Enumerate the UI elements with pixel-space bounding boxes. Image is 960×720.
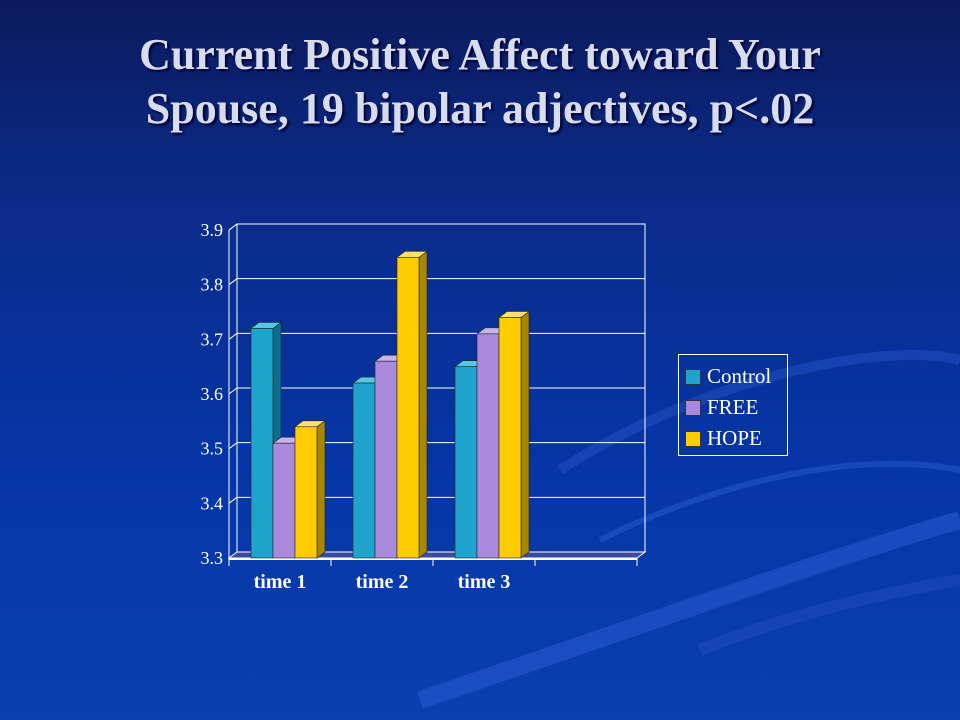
y-tick-label: 3.5 xyxy=(201,439,224,459)
y-tick-label: 3.6 xyxy=(201,384,224,404)
bar-free-time-1 xyxy=(272,442,296,559)
legend-label-control: Control xyxy=(707,364,772,388)
gridline-depth xyxy=(228,278,238,286)
gridline-depth xyxy=(228,496,238,504)
y-tick-label: 3.3 xyxy=(201,548,224,568)
bar-control-time-1 xyxy=(250,328,274,559)
y-tick-label: 3.4 xyxy=(201,493,224,513)
x-category-label: time 1 xyxy=(254,571,307,593)
x-category-label: time 2 xyxy=(356,571,409,593)
gridline-depth xyxy=(228,332,238,340)
bar-hope-time-3 xyxy=(498,317,522,559)
legend-item-control: Control xyxy=(685,361,787,392)
legend-item-free: FREE xyxy=(685,392,787,423)
bar-control-time-3 xyxy=(454,366,478,559)
bar-hope-time-1 xyxy=(294,426,318,559)
bar-control-time-2 xyxy=(352,382,376,559)
slide-title: Current Positive Affect toward Your Spou… xyxy=(40,28,920,136)
legend-label-hope: HOPE xyxy=(707,426,762,450)
x-category-label: time 3 xyxy=(458,571,511,593)
bar-side xyxy=(418,250,428,559)
slide-title-line-2: Spouse, 19 bipolar adjectives, p<.02 xyxy=(145,84,815,133)
legend-item-hope: HOPE xyxy=(685,423,787,454)
y-axis-top-edge xyxy=(228,223,238,231)
bar-free-time-2 xyxy=(374,360,398,559)
gridline-depth xyxy=(228,387,238,395)
legend-label-free: FREE xyxy=(707,395,759,419)
y-tick-label: 3.7 xyxy=(201,329,224,349)
bar-side xyxy=(520,310,530,559)
bar-side xyxy=(316,420,326,559)
chart-legend: Control FREE HOPE xyxy=(678,354,788,456)
slide-title-line-1: Current Positive Affect toward Your xyxy=(139,30,821,79)
legend-swatch-free xyxy=(685,399,701,416)
bar-hope-time-2 xyxy=(396,257,420,559)
y-tick-label: 3.9 xyxy=(201,220,224,240)
legend-swatch-hope xyxy=(685,430,701,447)
legend-swatch-control xyxy=(685,368,701,385)
bar-free-time-3 xyxy=(476,333,500,559)
gridline-depth xyxy=(228,442,238,450)
y-tick-label: 3.8 xyxy=(201,275,224,295)
